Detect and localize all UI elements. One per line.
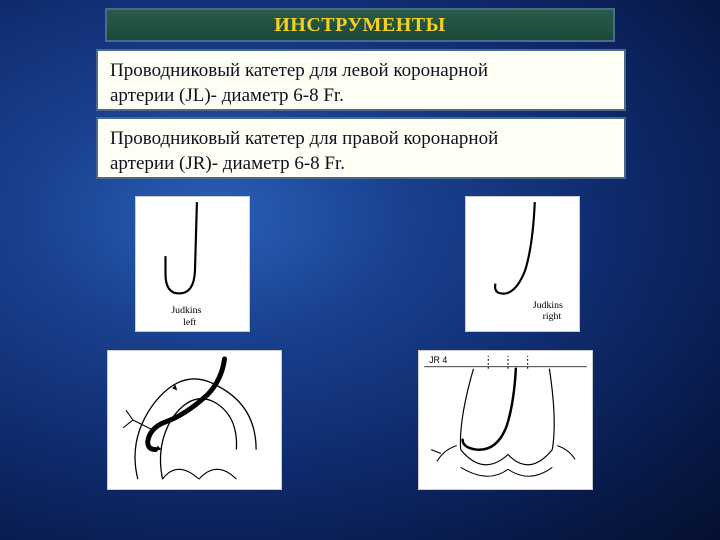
fig-a-cap1: Judkins [171,305,201,316]
info1-line1: Проводниковый катетер для левой коронарн… [110,60,488,81]
info-box-jr: Проводниковый катетер для правой коронар… [96,117,626,179]
info1-line2: артерии (JL)- диаметр 6-8 Fr. [110,85,344,106]
fig-d-label: JR 4 [429,355,447,365]
figure-jl-anatomy [107,350,282,490]
fig-b-cap1: Judkins [533,300,563,311]
fig-a-cap2: left [183,317,196,328]
figure-jr-anatomy: JR 4 [418,350,593,490]
info2-line1: Проводниковый катетер для правой коронар… [110,128,498,149]
figure-judkins-left: Judkins left [135,196,250,332]
title-banner: ИНСТРУМЕНТЫ [105,8,615,42]
title-text: ИНСТРУМЕНТЫ [274,14,446,37]
info2-line2: артерии (JR)- диаметр 6-8 Fr. [110,153,345,174]
figure-judkins-right: Judkins right [465,196,580,332]
info-box-jl: Проводниковый катетер для левой коронарн… [96,49,626,111]
fig-b-cap2: right [543,311,562,322]
